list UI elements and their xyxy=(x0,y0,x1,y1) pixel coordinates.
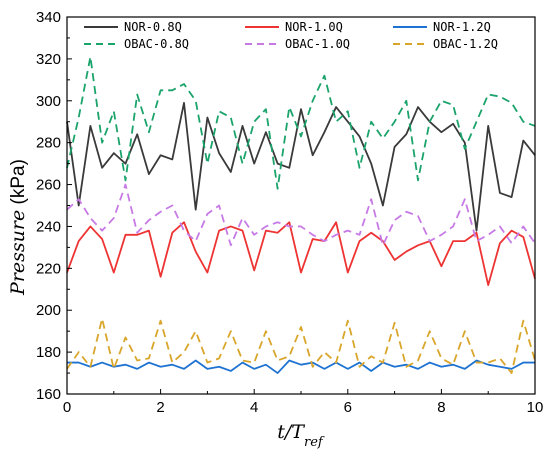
axis-ticks: 0 2 4 6 8 10 160 180 200 220 240 260 280 300 320 340 xyxy=(36,9,543,416)
legend-label: OBAC-0.8Q xyxy=(124,37,189,51)
plot-frame xyxy=(66,16,536,395)
y-tick-label: 160 xyxy=(36,386,61,403)
series-line-obac-0-8q xyxy=(66,55,536,190)
legend-label: NOR-0.8Q xyxy=(124,20,182,34)
series-line-nor-1-2q xyxy=(67,359,535,374)
legend-label: OBAC-1.0Q xyxy=(285,37,350,51)
series-layer xyxy=(66,55,536,374)
x-axis-label-main: t/T xyxy=(277,421,305,443)
y-axis-label: Pressure (kPa) xyxy=(7,159,29,296)
legend: NOR-0.8Q NOR-1.0Q NOR-1.2Q OBAC-0.8Q OBAC-1.… xyxy=(84,20,498,51)
series-line-obac-1-0q xyxy=(66,183,536,247)
x-tick-label: 8 xyxy=(437,399,445,416)
series-line-nor-0-8q xyxy=(66,101,536,232)
x-tick-label: 4 xyxy=(250,399,258,416)
y-axis-label-unit: (kPa) xyxy=(8,159,29,210)
legend-label: NOR-1.2Q xyxy=(433,20,491,34)
y-tick-label: 320 xyxy=(36,51,61,68)
y-axis-label-quantity: Pressure xyxy=(7,210,29,296)
x-tick-label: 10 xyxy=(527,399,544,416)
legend-label: NOR-1.0Q xyxy=(285,20,343,34)
y-tick-label: 340 xyxy=(36,9,61,26)
x-tick-label: 0 xyxy=(63,399,71,416)
y-tick-label: 280 xyxy=(36,135,61,152)
x-axis-label-sub: ref xyxy=(304,435,325,450)
y-tick-label: 260 xyxy=(36,177,61,194)
y-tick-label: 200 xyxy=(36,302,61,319)
y-tick-label: 180 xyxy=(36,344,61,361)
x-tick-label: 6 xyxy=(344,399,352,416)
y-tick-label: 300 xyxy=(36,93,61,110)
x-tick-label: 2 xyxy=(156,399,164,416)
y-tick-label: 240 xyxy=(36,218,61,235)
series-line-nor-1-0q xyxy=(66,221,536,286)
series-line-obac-1-2q xyxy=(66,317,536,374)
y-tick-label: 220 xyxy=(36,260,61,277)
x-axis-label: t/Tref xyxy=(277,421,325,450)
legend-label: OBAC-1.2Q xyxy=(433,37,498,51)
